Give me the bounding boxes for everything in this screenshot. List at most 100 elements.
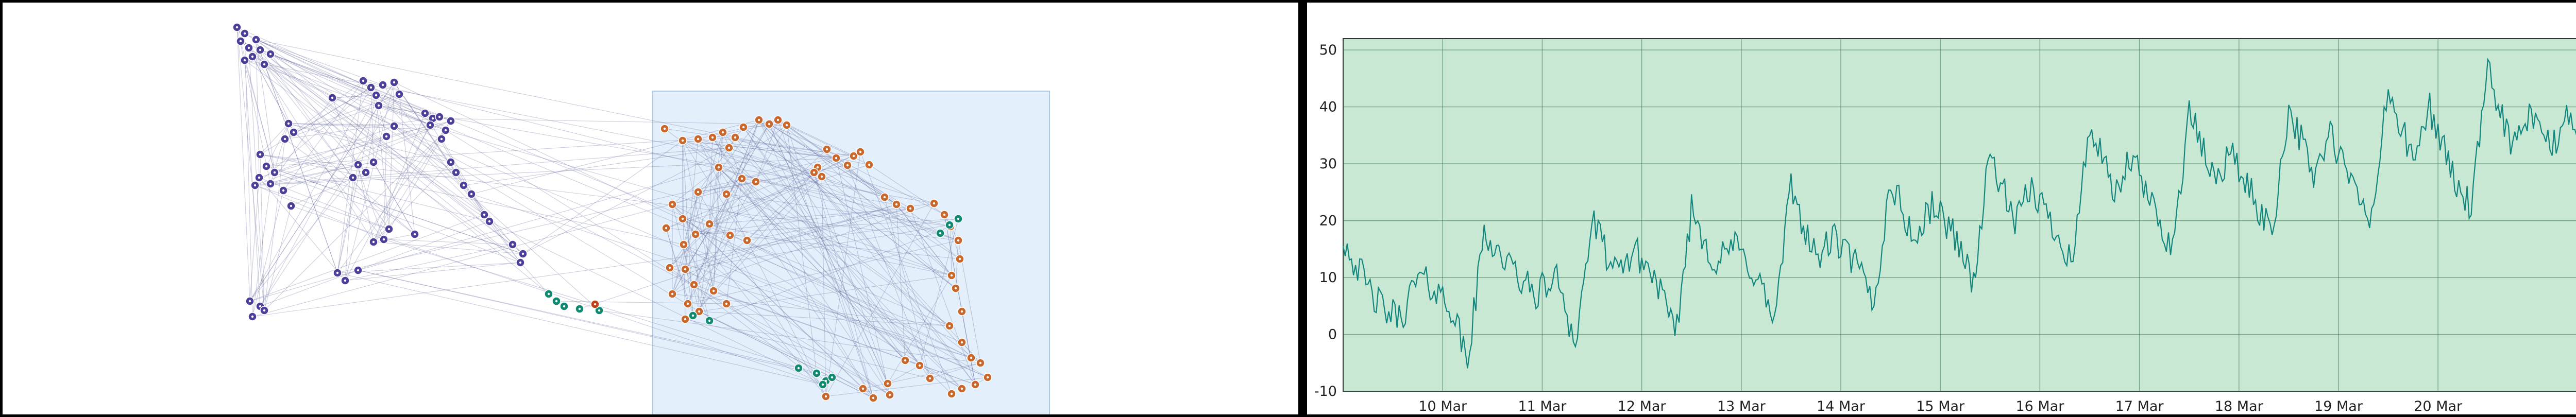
node-purple [446,158,455,167]
node-purple [379,235,388,244]
network-edge [847,165,930,379]
network-edge [695,203,935,235]
network-edge [699,311,874,398]
timeseries-panel: -10 0 10 20 30 40 50 10 Mar 11 Mar 12 Mar 13 Mar 14… [1301,0,2576,417]
network-edge [463,147,730,186]
network-edge [266,166,523,254]
network-edge [274,172,521,263]
network-edge [712,137,756,182]
network-edge [713,167,719,291]
network-edge [394,126,727,304]
network-edge [394,126,523,254]
network-edge [836,158,890,395]
node-purple [255,173,264,182]
network-edge [718,167,906,361]
network-edge [769,124,976,385]
network-edge [836,158,945,215]
network-edge [284,87,371,140]
node-orange [678,214,687,223]
network-edge [236,27,265,311]
network-edge [288,123,451,163]
network-edge [755,119,778,182]
node-orange [689,280,699,289]
network-edge [821,176,826,397]
network-edge [682,140,837,159]
network-edge [887,275,952,384]
node-orange [665,263,674,272]
node-purple [256,45,265,55]
network-edge [672,167,719,205]
network-edge [693,176,822,285]
network-edge [283,80,364,191]
node-orange [668,289,677,299]
node-orange [709,286,718,296]
network-edge [383,130,446,240]
network-edge [758,119,972,358]
network-edge [248,47,485,215]
network-edge [685,192,699,270]
node-purple [236,37,245,46]
network-edge [260,154,959,241]
network-edge [264,64,490,222]
node-purple [266,179,275,188]
network-edge [669,267,972,358]
network-edge [293,94,400,133]
network-edge [683,244,988,378]
network-edge [358,164,374,242]
y-axis: -10 0 10 20 30 40 50 [1314,42,1337,399]
network-edge [394,126,600,311]
network-edge [337,164,359,273]
network-edge [698,138,756,182]
network-graph [232,23,1050,416]
x-tick-label: 17 Mar [2115,398,2164,414]
network-edge [695,234,700,312]
x-axis: 10 Mar 11 Mar 12 Mar 13 Mar 14 Mar 15 Mar 16 M… [1418,398,2463,414]
network-edge [777,119,952,276]
node-purple [435,112,444,121]
network-edge [825,377,988,397]
node-orange [751,177,760,186]
node-orange [945,321,954,331]
node-orange [679,240,688,249]
network-edge [337,95,377,273]
node-orange [742,236,752,245]
network-edge [445,130,874,398]
network-edge [284,118,433,140]
node-orange [718,128,727,137]
network-edge [274,126,395,173]
node-purple [459,181,468,190]
y-tick-label: 0 [1328,327,1337,343]
network-edge [698,192,714,291]
node-purple [248,52,257,61]
network-edge [260,49,389,230]
network-edge [862,362,981,389]
y-tick-label: 40 [1319,99,1337,115]
network-edge [672,132,723,294]
network-edge [345,262,521,281]
x-tick-label: 14 Mar [1817,398,1866,414]
node-purple [240,56,249,65]
network-edge [373,162,415,235]
network-edge [672,149,827,294]
node-orange [681,315,690,324]
node-purple [260,306,269,315]
network-edge [682,218,962,389]
network-edge [672,204,700,312]
network-panel [0,0,1301,417]
network-edge [373,241,523,254]
network-edge [825,151,861,397]
node-orange [901,356,910,365]
network-edge [786,125,897,205]
node-purple [284,119,293,128]
network-edge [471,194,972,358]
node-purple [245,297,255,306]
node-purple [266,49,275,59]
network-edge [432,118,770,125]
node-purple [341,276,350,285]
network-edge [718,167,952,394]
network-edge [240,41,549,294]
network-edge [682,140,837,159]
node-purple [467,189,476,199]
node-teal [812,369,821,378]
node-orange [731,133,740,142]
